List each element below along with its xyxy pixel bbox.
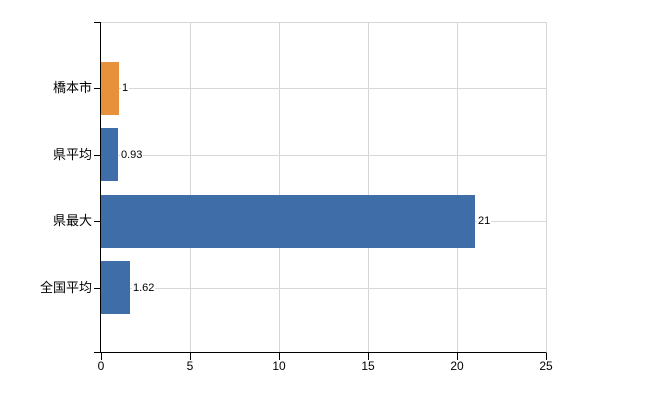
bar-value-label: 1 — [121, 80, 130, 96]
category-label: 県最大 — [52, 213, 92, 228]
y-axis-tick — [94, 221, 101, 222]
x-axis-tick-label: 5 — [186, 359, 194, 373]
y-axis-top-tick — [94, 22, 101, 23]
bar — [101, 195, 475, 248]
category-gridline — [101, 155, 546, 156]
bar — [101, 261, 130, 314]
x-axis-tick-label: 25 — [539, 359, 553, 373]
bar-value-label: 1.62 — [132, 280, 156, 296]
x-axis-tick — [368, 353, 369, 360]
vertical-gridline — [279, 23, 280, 352]
x-axis-tick — [457, 353, 458, 360]
category-label: 県平均 — [52, 147, 92, 162]
x-axis-tick — [546, 353, 547, 360]
x-axis-tick-label: 0 — [97, 359, 105, 373]
bar-value-label: 0.93 — [120, 147, 144, 163]
category-gridline — [101, 288, 546, 289]
x-axis-tick-label: 20 — [450, 359, 464, 373]
category-label: 橋本市 — [52, 80, 92, 95]
y-axis-bottom-tick — [94, 352, 101, 353]
x-axis-tick-label: 15 — [361, 359, 375, 373]
x-axis-tick — [101, 353, 102, 360]
category-label: 全国平均 — [39, 280, 92, 295]
x-axis-tick-label: 10 — [272, 359, 286, 373]
bar-value-label: 21 — [477, 213, 492, 229]
bar — [101, 128, 118, 181]
x-axis-tick — [279, 353, 280, 360]
plot-area: 1 0.93 21 1.62 — [100, 22, 547, 353]
category-gridline — [101, 88, 546, 89]
vertical-gridline — [368, 23, 369, 352]
y-axis-tick — [94, 155, 101, 156]
bar — [101, 62, 119, 115]
vertical-gridline — [457, 23, 458, 352]
y-axis-tick — [94, 288, 101, 289]
vertical-gridline — [190, 23, 191, 352]
y-axis-tick — [94, 88, 101, 89]
x-axis-tick — [190, 353, 191, 360]
